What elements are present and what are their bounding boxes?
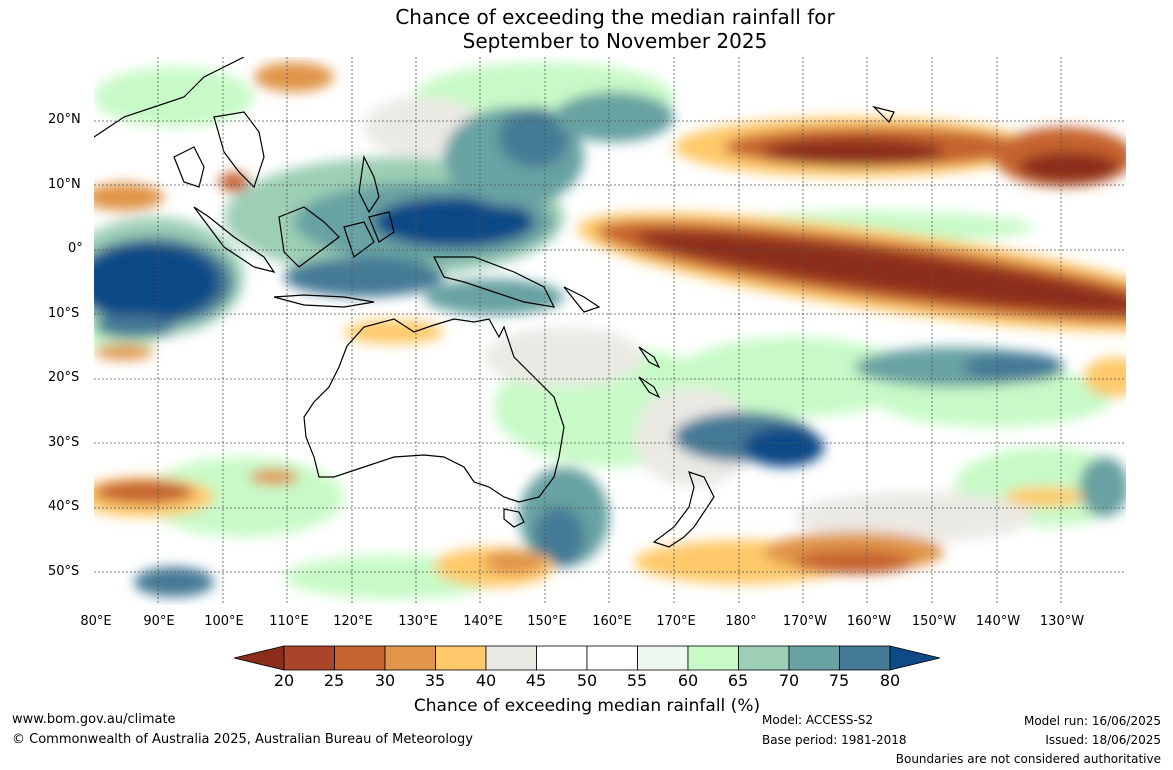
colorbar-segment: [435, 645, 487, 671]
lon-label: 140°E: [463, 614, 503, 629]
colorbar-tick: 40: [475, 671, 497, 690]
lat-label-30s: 30°S: [48, 435, 80, 450]
colorbar: [234, 645, 940, 671]
coastlines: [94, 57, 895, 548]
colorbar-segments: [283, 645, 891, 671]
lon-label: 150°E: [527, 614, 567, 629]
lon-label: 160°W: [846, 614, 892, 629]
lon-label: 100°E: [204, 614, 244, 629]
colorbar-segment: [586, 645, 638, 671]
lon-label: 130°W: [1039, 614, 1085, 629]
lon-label: 170°W: [782, 614, 828, 629]
colorbar-high-arrow: [889, 645, 940, 671]
lon-label: 180°: [725, 614, 757, 629]
colorbar-segment: [637, 645, 689, 671]
colorbar-tick: 65: [727, 671, 749, 690]
base-period: Base period: 1981-2018: [762, 733, 907, 747]
lon-label: 130°E: [398, 614, 438, 629]
boundaries-disclaimer: Boundaries are not considered authoritat…: [895, 752, 1161, 766]
lon-label: 120°E: [333, 614, 373, 629]
rainfall-field: [94, 57, 1126, 605]
map-title-line1: Chance of exceeding the median rainfall …: [395, 5, 835, 29]
lon-label: 110°E: [269, 614, 309, 629]
lat-label-0: 0°: [68, 241, 83, 256]
colorbar-segment: [536, 645, 588, 671]
colorbar-segment: [687, 645, 739, 671]
colorbar-segment: [738, 645, 790, 671]
colorbar-segment: [384, 645, 436, 671]
colorbar-segment: [485, 645, 537, 671]
colorbar-low-arrow: [234, 645, 285, 671]
copyright-text: © Commonwealth of Australia 2025, Austra…: [12, 732, 473, 747]
colorbar-tick: 35: [424, 671, 446, 690]
colorbar-segment: [788, 645, 840, 671]
lon-label: 90°E: [143, 614, 175, 629]
issued-date: Issued: 18/06/2025: [1045, 733, 1161, 747]
colorbar-segment: [839, 645, 891, 671]
colorbar-tick: 50: [576, 671, 598, 690]
colorbar-tick: 45: [525, 671, 547, 690]
lon-label: 140°W: [975, 614, 1021, 629]
colorbar-tick: 25: [323, 671, 345, 690]
lon-label: 170°E: [656, 614, 696, 629]
lat-label-40s: 40°S: [48, 499, 80, 514]
colorbar-tick: 20: [273, 671, 295, 690]
colorbar-label: Chance of exceeding median rainfall (%): [413, 696, 761, 716]
colorbar-segment: [283, 645, 335, 671]
lat-label-20n: 20°N: [48, 112, 81, 127]
website-link[interactable]: www.bom.gov.au/climate: [12, 712, 176, 727]
rainfall-map: [94, 57, 1126, 605]
colorbar-tick: 70: [778, 671, 800, 690]
colorbar-tick: 60: [677, 671, 699, 690]
colorbar-tick: 75: [828, 671, 850, 690]
model-run-date: Model run: 16/06/2025: [1023, 714, 1161, 728]
lat-label-10s: 10°S: [48, 306, 80, 321]
colorbar-segment: [334, 645, 386, 671]
lon-label: 160°E: [592, 614, 632, 629]
lon-label: 150°W: [911, 614, 957, 629]
map-title-line2: September to November 2025: [462, 29, 768, 53]
lat-label-50s: 50°S: [48, 564, 80, 579]
graticule: [94, 57, 1126, 605]
lat-label-10n: 10°N: [48, 177, 81, 192]
lon-label: 80°E: [80, 614, 112, 629]
colorbar-tick: 80: [879, 671, 901, 690]
model-name: Model: ACCESS-S2: [762, 713, 874, 727]
colorbar-tick: 30: [374, 671, 396, 690]
colorbar-tick: 55: [626, 671, 648, 690]
lat-label-20s: 20°S: [48, 370, 80, 385]
